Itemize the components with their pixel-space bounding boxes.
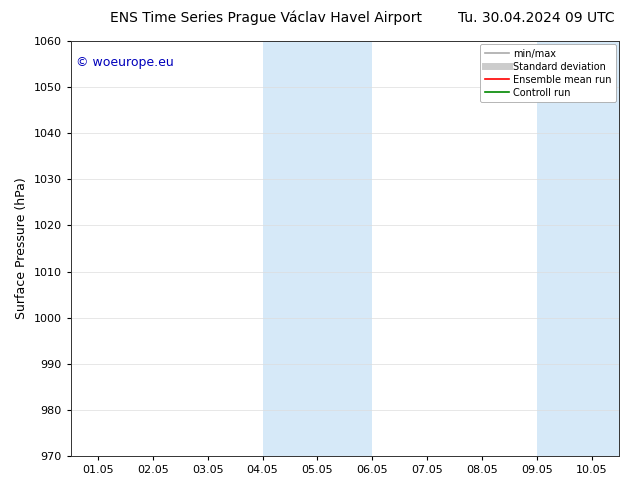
- Bar: [262, 41, 318, 456]
- Text: Tu. 30.04.2024 09 UTC: Tu. 30.04.2024 09 UTC: [458, 11, 615, 25]
- Text: ENS Time Series Prague Václav Havel Airport: ENS Time Series Prague Václav Havel Airp…: [110, 11, 422, 25]
- Legend: min/max, Standard deviation, Ensemble mean run, Controll run: min/max, Standard deviation, Ensemble me…: [480, 44, 616, 102]
- Bar: [537, 41, 592, 456]
- Text: © woeurope.eu: © woeurope.eu: [76, 55, 174, 69]
- Y-axis label: Surface Pressure (hPa): Surface Pressure (hPa): [15, 178, 28, 319]
- Bar: [592, 41, 619, 456]
- Bar: [318, 41, 372, 456]
